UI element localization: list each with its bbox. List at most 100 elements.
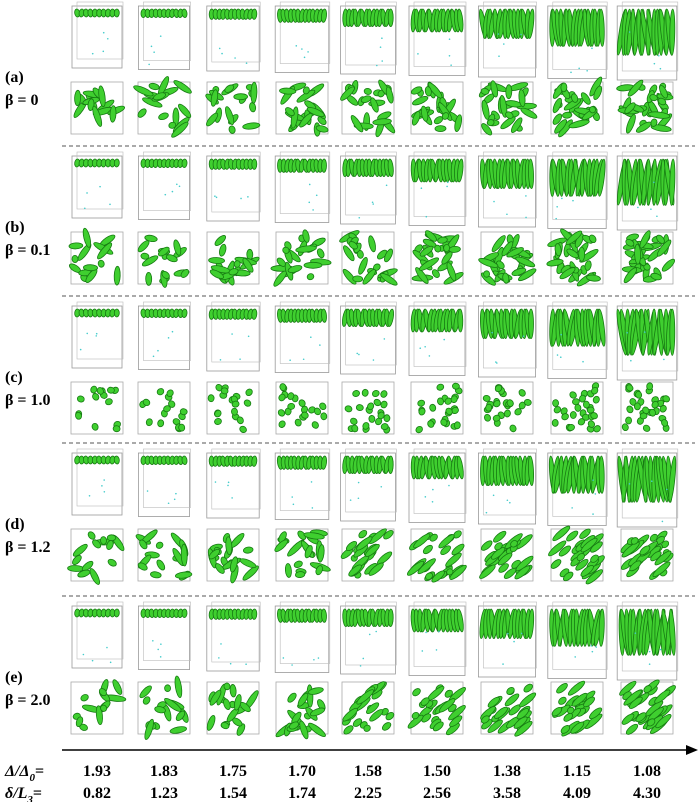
structure-blob (67, 565, 85, 572)
structure-blob (583, 696, 595, 708)
structure-blob (98, 688, 107, 697)
structure-blob (656, 234, 665, 244)
structure-blob (92, 539, 102, 549)
box-frame (340, 5, 396, 75)
structure-blob (494, 706, 508, 719)
structure-blob (566, 248, 579, 259)
structure-blob (496, 260, 505, 270)
structure-blob (368, 562, 384, 576)
dot (506, 213, 508, 216)
dot (282, 657, 285, 659)
dot (438, 630, 440, 633)
dot (289, 359, 291, 362)
structure-blob (233, 93, 248, 101)
structure-blob (181, 608, 188, 618)
structure-blob (321, 8, 327, 23)
beta-label: β = 0 (5, 92, 39, 109)
dot (109, 203, 111, 206)
structure-blob (242, 257, 254, 273)
row-label: (b) (5, 219, 25, 236)
dot (319, 344, 321, 346)
box-frame (206, 605, 260, 672)
structure-blob (656, 239, 672, 257)
structure-blob (559, 267, 576, 280)
structure-blob (358, 529, 368, 539)
structure-blob (113, 158, 120, 168)
structure-blob (287, 692, 297, 703)
structure-blob (445, 552, 462, 567)
structure-blob (518, 401, 526, 410)
structure-blob (639, 230, 651, 249)
structure-blob (519, 692, 537, 708)
structure-blob (133, 85, 154, 97)
box-back (143, 1, 191, 61)
structure-blob (498, 563, 509, 573)
dot (381, 37, 383, 40)
structure-blob (503, 409, 511, 418)
panels: (a) β = 0 (b) β = 0.1 (c) β = 1.0 (d) β = 1.2 (e… (5, 1, 695, 740)
structure-blob (417, 399, 426, 407)
structure-blob (231, 407, 238, 416)
structure-blob (142, 398, 151, 406)
dot (219, 359, 222, 361)
structure-blob (560, 725, 571, 734)
structure-blob (518, 268, 537, 282)
simulation-cell (546, 151, 608, 287)
structure-blob (307, 687, 324, 695)
structure-blob (298, 399, 306, 407)
structure-blob (229, 684, 237, 698)
dot (176, 183, 178, 186)
structure-blob (552, 97, 562, 114)
dot (368, 633, 371, 636)
dot (421, 650, 424, 652)
structure-blob (214, 409, 222, 418)
dot (559, 356, 562, 359)
box-back (211, 601, 261, 663)
structure-blob (513, 716, 528, 729)
dot (432, 488, 434, 491)
structure-blob (208, 257, 225, 264)
structure-blob (652, 561, 671, 578)
structure-blob (510, 540, 518, 548)
dot (146, 490, 149, 492)
dot (173, 498, 176, 501)
dot (522, 335, 525, 338)
dot (634, 632, 637, 634)
row-label: (a) (5, 69, 24, 86)
structure-blob (360, 95, 372, 103)
structure-blob (361, 388, 369, 397)
structure-blob (505, 111, 514, 119)
dot (95, 332, 98, 335)
dot (592, 513, 594, 515)
structure-blob (502, 272, 510, 284)
dot (592, 479, 594, 481)
simulation-cell (407, 448, 467, 583)
dot (218, 657, 220, 659)
dot (311, 507, 314, 509)
structure-blob (92, 393, 100, 401)
structure-blob (647, 111, 671, 119)
structure-blob (655, 714, 672, 729)
structure-blob (278, 420, 286, 428)
structure-blob (449, 564, 467, 580)
structure-blob (239, 558, 257, 569)
structure-blob (113, 265, 121, 286)
structure-blob (139, 539, 148, 550)
structure-blob (560, 82, 568, 93)
structure-blob (105, 398, 113, 406)
structure-blob (145, 272, 153, 286)
axis-value: 1.54 (219, 785, 247, 802)
structure-blob (630, 537, 639, 545)
structure-blob (387, 455, 394, 474)
structure-blob (576, 553, 585, 561)
dot (164, 193, 167, 196)
dot (560, 333, 563, 336)
structure-blob (306, 273, 315, 281)
structure-blob (580, 537, 598, 553)
axis-value: 1.83 (150, 763, 178, 780)
dot (417, 53, 419, 55)
structure-blob (113, 8, 120, 18)
structure-blob (352, 390, 360, 397)
structure-blob (174, 675, 183, 698)
dot (650, 480, 653, 483)
